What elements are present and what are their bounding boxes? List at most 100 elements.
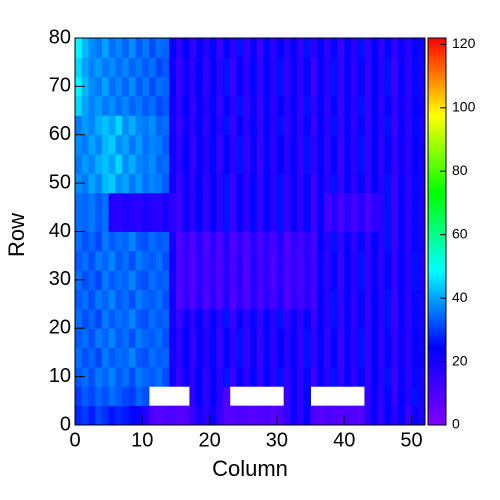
cell [350,212,359,232]
cell [371,57,379,78]
cell [216,250,224,271]
cell [81,115,89,136]
cell [122,57,130,78]
cell [149,76,157,97]
cell [404,134,412,155]
cell [283,250,291,271]
cell [324,134,332,155]
cell [142,134,150,155]
cell [149,270,157,290]
cell [404,347,412,368]
cell [371,231,379,252]
cell [411,57,419,78]
cell [344,308,352,329]
cell [270,347,278,368]
cell [317,328,325,348]
cell [364,76,372,97]
cell [310,250,318,271]
cell [243,115,251,136]
cell [196,38,204,58]
cell [243,173,251,194]
cell [263,250,271,271]
cell [263,231,271,252]
cell [357,38,365,58]
cell [149,212,157,232]
cell [216,366,224,387]
cell [81,38,89,58]
cell [404,115,412,136]
cell [149,173,157,194]
cell [411,96,419,116]
cell [88,347,96,368]
cell [115,308,123,329]
cell [297,289,305,310]
cell [182,347,190,368]
cell [391,328,399,348]
cell [371,366,379,387]
cell [162,173,170,194]
cell [115,38,123,58]
z-tick-label: 100 [452,98,476,114]
cell [317,76,325,97]
cell [337,328,345,348]
cell [384,154,392,174]
cell [337,76,345,97]
cell [162,231,170,252]
cell [377,231,386,252]
cell [384,57,392,78]
cell [162,328,170,348]
cell [196,76,204,97]
cell [95,57,103,78]
cell [142,115,150,136]
cell [276,154,285,174]
cell [128,347,136,368]
cell [297,57,305,78]
cell [189,76,197,97]
cell [101,134,110,155]
cell [169,289,177,310]
cell [155,115,163,136]
cell [364,154,372,174]
cell [377,192,386,213]
cell [330,115,338,136]
cell [404,366,412,387]
cell [236,308,244,329]
cell [122,76,130,97]
cell [263,366,271,387]
cell [297,212,305,232]
cell [88,154,96,174]
cell [303,76,311,97]
cell [236,76,244,97]
cell [303,289,311,310]
cell [283,405,291,426]
cell [290,57,298,78]
cell [101,38,110,58]
cell [229,134,237,155]
cell [216,270,224,290]
cell [115,76,123,97]
cell [377,57,386,78]
cell [250,405,258,426]
cell [371,386,379,407]
cell [155,270,163,290]
cell [128,366,136,387]
cell [135,38,143,58]
cell [236,289,244,310]
cell [418,308,426,329]
cell [101,386,110,407]
cell [310,154,318,174]
cell [135,192,143,213]
cell [330,308,338,329]
cell [344,134,352,155]
cell [317,115,325,136]
cell [297,270,305,290]
cell [182,96,190,116]
cell [290,76,298,97]
cell [115,289,123,310]
cell [297,328,305,348]
cell [223,96,231,116]
cell [216,173,224,194]
cell [169,192,177,213]
cell [384,212,392,232]
cell [128,173,136,194]
